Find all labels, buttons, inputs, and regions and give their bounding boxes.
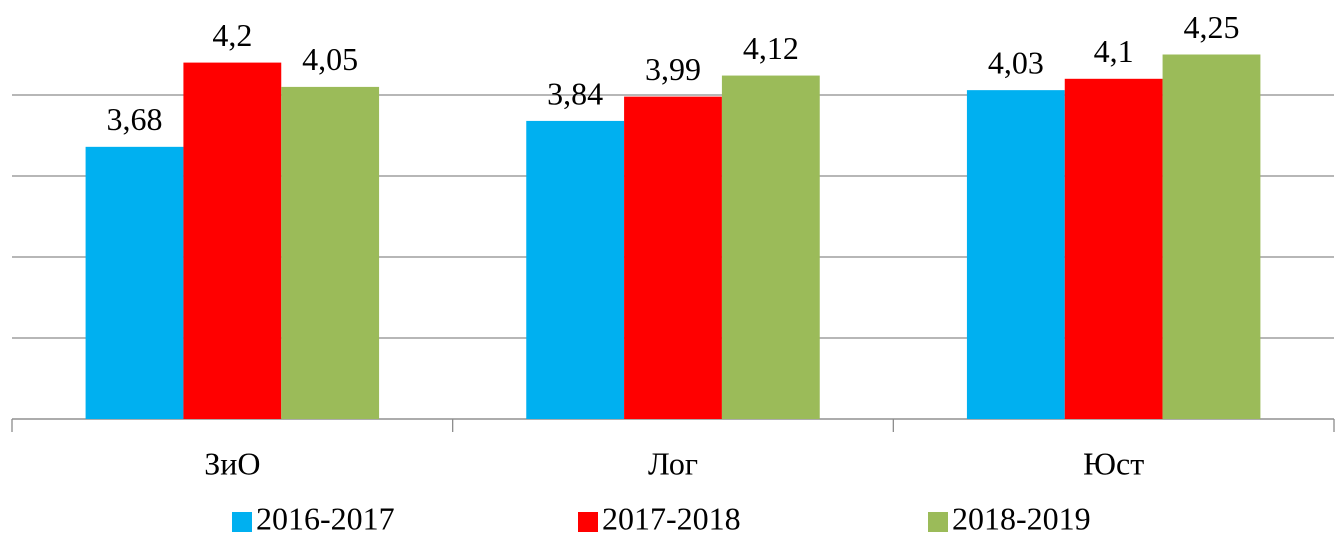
x-tick-label: Юст	[1083, 445, 1144, 481]
data-label: 4,25	[1183, 9, 1239, 45]
legend-label: 2018-2019	[952, 500, 1091, 534]
data-label: 3,99	[645, 51, 701, 87]
data-label: 4,1	[1094, 33, 1134, 69]
bar	[721, 75, 820, 419]
x-tick-label: Лог	[648, 445, 698, 481]
bar	[85, 146, 184, 419]
legend-label: 2016-2017	[256, 500, 395, 534]
bar	[624, 96, 722, 420]
bar	[281, 86, 380, 420]
data-label: 4,2	[212, 17, 252, 53]
data-label: 3,84	[547, 75, 603, 111]
data-label: 3,68	[107, 101, 163, 137]
x-tick-label: ЗиО	[204, 445, 260, 481]
bar	[526, 120, 625, 420]
legend-swatch	[232, 512, 252, 532]
data-label: 4,12	[743, 30, 799, 66]
data-label: 4,03	[988, 44, 1044, 80]
legend-label: 2017-2018	[602, 500, 741, 534]
legend-swatch	[578, 512, 598, 532]
bar	[1064, 78, 1163, 420]
bar	[1162, 54, 1261, 419]
data-label: 4,05	[302, 41, 358, 77]
legend-swatch	[928, 512, 948, 532]
bar	[183, 62, 282, 419]
bar	[966, 90, 1065, 419]
